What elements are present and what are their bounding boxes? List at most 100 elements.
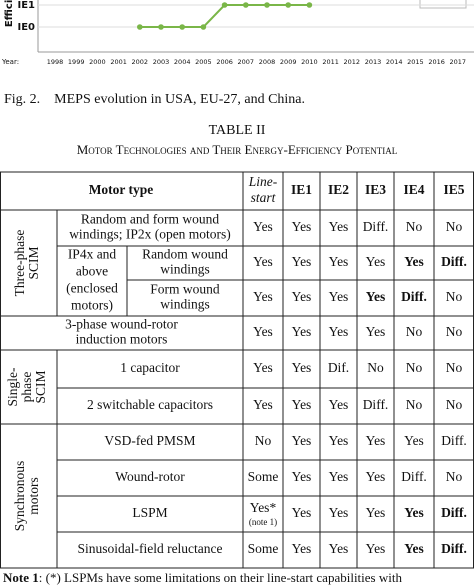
- cell: No: [446, 469, 463, 484]
- line: [139, 4, 310, 28]
- x-tick-label: 2007: [238, 58, 255, 66]
- x-tick-label: 2017: [450, 58, 467, 66]
- cell: No: [446, 219, 463, 234]
- x-tick-label: 2006: [216, 58, 233, 66]
- caption: Fig. 2. MEPS evolution in USA, EU-27, an…: [4, 92, 305, 107]
- motor-type: Random and form wound: [81, 212, 220, 227]
- cell: Diff.: [441, 541, 467, 556]
- x-axis-label: Year:: [1, 58, 19, 66]
- motor-type: windings: [160, 297, 210, 312]
- marker: [264, 2, 270, 8]
- header-cell: IE2: [328, 182, 349, 197]
- marker: [200, 24, 207, 30]
- header-cell: start: [251, 190, 277, 205]
- cell: Yes: [329, 254, 349, 269]
- header-cell: IE4: [403, 182, 424, 197]
- cell: Yes: [253, 397, 273, 412]
- cell: Diff.: [401, 289, 427, 304]
- y-tick-label: IE1: [17, 0, 35, 11]
- motor-type: induction motors: [76, 332, 168, 347]
- x-tick-label: 2005: [195, 58, 212, 66]
- motor-type: windings: [160, 262, 210, 277]
- motor-type: VSD-fed PMSM: [104, 433, 195, 448]
- subgroup-label: motors): [71, 298, 113, 313]
- x-tick-label: 2016: [428, 58, 445, 66]
- subgroup-label: IP4x and: [68, 247, 117, 262]
- note: Note 1: (*) LSPMs have some limitations …: [3, 570, 402, 585]
- cell: Yes: [404, 254, 424, 269]
- cell: Yes: [366, 289, 386, 304]
- group-label: phase: [19, 372, 34, 403]
- group-label: motors: [26, 477, 41, 515]
- cell: Diff.: [441, 433, 467, 448]
- cell: Yes: [329, 505, 349, 520]
- marker: [243, 2, 249, 8]
- x-tick-label: 2015: [407, 58, 424, 66]
- cell: No: [255, 433, 272, 448]
- cell: Yes: [253, 324, 273, 339]
- cell: Yes: [329, 324, 349, 339]
- cell: Diff.: [401, 469, 427, 484]
- cell: Yes: [292, 360, 312, 375]
- header-cell: IE3: [365, 182, 386, 197]
- cell: Yes: [292, 397, 312, 412]
- motor-type: windings; IP2x (open motors): [69, 227, 231, 242]
- cell: Dif.: [328, 360, 349, 375]
- motor-type: Random wound: [142, 247, 228, 262]
- marker: [285, 2, 292, 8]
- cell: Yes: [292, 505, 312, 520]
- note-text: : (*) LSPMs have some limitations on the…: [39, 570, 403, 585]
- cell: No: [367, 360, 384, 375]
- header-cell: Motor type: [89, 182, 154, 197]
- cell: Yes: [329, 433, 349, 448]
- cell: Yes: [292, 433, 312, 448]
- cell: Yes: [329, 397, 349, 412]
- subgroup-label: (enclosed: [66, 281, 118, 296]
- cell: Yes: [292, 541, 312, 556]
- cell: Yes: [366, 505, 386, 520]
- cell: No: [406, 397, 423, 412]
- x-tick-label: 2001: [110, 58, 127, 66]
- group-label: SCIM: [26, 246, 41, 279]
- cell: Yes: [366, 541, 386, 556]
- cell: Some: [248, 541, 279, 556]
- y-tick-label: IE0: [17, 22, 35, 33]
- subgroup-label: above: [76, 264, 108, 279]
- motor-type: LSPM: [132, 505, 167, 520]
- cell: Yes: [292, 254, 312, 269]
- cell: Yes: [292, 289, 312, 304]
- x-tick-label: 2004: [174, 58, 191, 66]
- marker: [306, 2, 313, 8]
- cell: Yes: [404, 541, 424, 556]
- cell: Yes: [253, 289, 273, 304]
- y-axis-label: Efficie: [4, 0, 15, 27]
- x-tick-label: 1999: [68, 58, 85, 66]
- cell: Yes*: [250, 500, 277, 515]
- x-tick-label: 2014: [386, 58, 403, 66]
- marker: [221, 2, 228, 8]
- cell: Yes: [404, 433, 424, 448]
- cell: No: [406, 360, 423, 375]
- cell: Diff.: [441, 505, 467, 520]
- group-label: Synchronous: [12, 461, 27, 532]
- cell: Yes: [329, 219, 349, 234]
- motor-type: 1 capacitor: [120, 360, 180, 375]
- cell: Yes: [253, 254, 273, 269]
- cell: Some: [248, 469, 279, 484]
- cell: Yes: [404, 505, 424, 520]
- cell: No: [446, 289, 463, 304]
- x-tick-label: 2003: [153, 58, 170, 66]
- marker: [158, 24, 164, 30]
- motor-type: Sinusoidal-field reluctance: [77, 541, 222, 556]
- cell: Yes: [366, 469, 386, 484]
- cell: No: [406, 219, 423, 234]
- cell: Diff.: [363, 219, 389, 234]
- cell: Yes: [292, 219, 312, 234]
- cell: Yes: [366, 433, 386, 448]
- note-label: Note 1: [3, 570, 39, 585]
- table-label: TABLE II: [209, 123, 266, 138]
- group-label: Single-: [5, 367, 20, 407]
- group-label: Three-phase: [12, 230, 27, 297]
- x-tick-label: 2011: [322, 58, 339, 66]
